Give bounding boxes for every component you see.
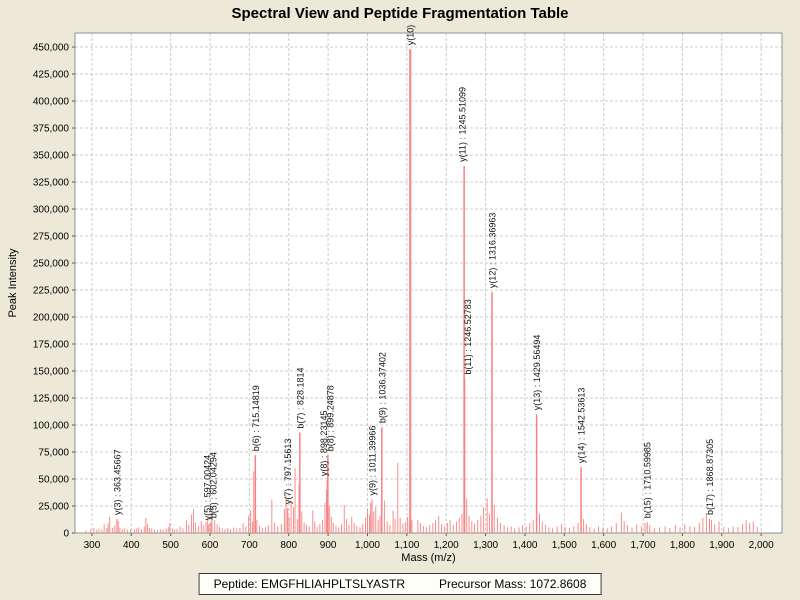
gridlines: [75, 33, 782, 533]
x-tick-label: 1,200: [434, 540, 459, 551]
y-axis-title: Peak Intensity: [7, 248, 19, 318]
y-tick-label: 275,000: [33, 232, 70, 243]
peak-label: y(10): [406, 25, 416, 46]
peak-label: b(17) : 1868.87305: [705, 439, 715, 515]
peak-label: y(14) : 1542.53613: [577, 388, 587, 464]
axes: 300 400 500 600 700 800 900 1,000 1,100 1,200 1,30…: [33, 43, 774, 551]
x-tick-label: 300: [84, 540, 101, 551]
peptide-label: Peptide: EMGFHLIAHPLTSLYASTR: [213, 577, 405, 591]
peak-label: y(11) : 1245.51099: [458, 87, 468, 162]
x-tick-label: 700: [241, 540, 258, 551]
peak-label: b(8) : 899.24878: [325, 385, 335, 451]
y-tick-label: 225,000: [33, 286, 70, 297]
y-tick-label: 100,000: [33, 421, 70, 432]
x-axis-title: Mass (m/z): [401, 552, 455, 564]
page-title: Spectral View and Peptide Fragmentation …: [231, 5, 569, 22]
precursor-mass-label: Precursor Mass: 1072.8608: [438, 577, 587, 591]
y-tick-label: 200,000: [33, 313, 70, 324]
peak-label: b(6) : 715.14819: [251, 385, 261, 451]
y-tick-label: 325,000: [33, 178, 70, 189]
x-tick-label: 600: [202, 540, 219, 551]
peak-label: y(13) : 1429.56494: [532, 335, 542, 411]
x-tick-label: 1,500: [552, 540, 577, 551]
peak-label: y(7) : 797.15613: [283, 439, 293, 505]
background-peaks: [85, 462, 758, 533]
y-tick-label: 175,000: [33, 340, 70, 351]
y-tick-label: 350,000: [33, 151, 70, 162]
peak-label: y(12) : 1316.36963: [488, 213, 498, 289]
x-tick-label: 1,800: [670, 540, 695, 551]
x-tick-label: 900: [320, 540, 337, 551]
y-tick-label: 375,000: [33, 124, 70, 135]
peptide-info-bar: Peptide: EMGFHLIAHPLTSLYASTR Precursor Ma…: [198, 573, 602, 595]
y-tick-label: 25,000: [38, 502, 69, 513]
y-tick-label: 0: [63, 529, 69, 540]
peak-label: y(8) : 898.23145: [319, 411, 329, 477]
x-tick-label: 1,100: [394, 540, 419, 551]
x-tick-label: 500: [162, 540, 179, 551]
x-tick-label: 1,600: [591, 540, 616, 551]
y-tick-label: 125,000: [33, 394, 70, 405]
x-tick-label: 2,000: [749, 540, 774, 551]
y-tick-label: 75,000: [38, 448, 69, 459]
y-tick-label: 300,000: [33, 205, 70, 216]
y-tick-label: 150,000: [33, 367, 70, 378]
x-tick-label: 400: [123, 540, 140, 551]
peak-label: b(15) : 1710.59985: [643, 442, 653, 518]
x-tick-label: 1,300: [473, 540, 498, 551]
x-tick-label: 1,000: [355, 540, 380, 551]
peak-label: y(5) : 597.00424: [202, 455, 212, 521]
plot-area: [75, 33, 782, 533]
x-tick-label: 1,900: [709, 540, 734, 551]
peak-label: b(5) : 602.04294: [208, 452, 218, 518]
y-tick-label: 250,000: [33, 259, 70, 270]
plot-border: [74, 32, 783, 534]
x-tick-label: 1,700: [631, 540, 656, 551]
y-tick-label: 50,000: [38, 475, 69, 486]
y-tick-label: 450,000: [33, 43, 70, 54]
y-tick-label: 425,000: [33, 70, 70, 81]
peak-label: b(9) : 1036.37402: [377, 352, 387, 423]
x-tick-label: 800: [280, 540, 297, 551]
peak-label: y(3) : 363.45667: [112, 449, 122, 515]
peak-label: b(11) : 1246.52783: [463, 299, 473, 374]
y-tick-label: 400,000: [33, 97, 70, 108]
spectrum-plot[interactable]: 300 400 500 600 700 800 900 1,000 1,100 1,200 1,30…: [0, 0, 800, 570]
x-tick-label: 1,400: [512, 540, 537, 551]
peak-label: y(9) : 1011.39966: [367, 426, 377, 496]
labeled-peaks: [116, 49, 711, 533]
peak-label: b(7) : 828.1814: [295, 368, 305, 429]
